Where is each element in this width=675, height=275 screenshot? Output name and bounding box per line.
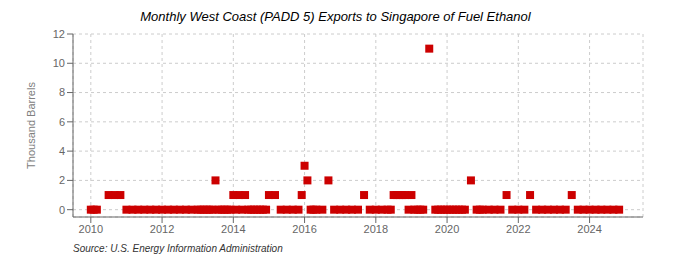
svg-text:2022: 2022	[506, 223, 530, 235]
svg-text:8: 8	[59, 86, 65, 98]
svg-text:Thousand Barrels: Thousand Barrels	[25, 82, 37, 169]
html-text:Source: U.S. Energy Informatio: Source: U.S. Energy Information Administ…	[73, 243, 283, 254]
svg-text:2024: 2024	[577, 223, 601, 235]
svg-text:2014: 2014	[221, 223, 245, 235]
svg-text:4: 4	[59, 145, 65, 157]
svg-text:6: 6	[59, 116, 65, 128]
svg-text:2016: 2016	[292, 223, 316, 235]
svg-text:2: 2	[59, 174, 65, 186]
svg-text:0: 0	[59, 204, 65, 216]
html-text:Monthly West Coast (PADD 5) Ex: Monthly West Coast (PADD 5) Exports to S…	[140, 9, 531, 24]
svg-text:12: 12	[53, 28, 65, 40]
svg-text:2012: 2012	[150, 223, 174, 235]
svg-text:2018: 2018	[364, 223, 388, 235]
svg-text:2020: 2020	[435, 223, 459, 235]
svg-text:10: 10	[53, 57, 65, 69]
svg-text:2010: 2010	[79, 223, 103, 235]
